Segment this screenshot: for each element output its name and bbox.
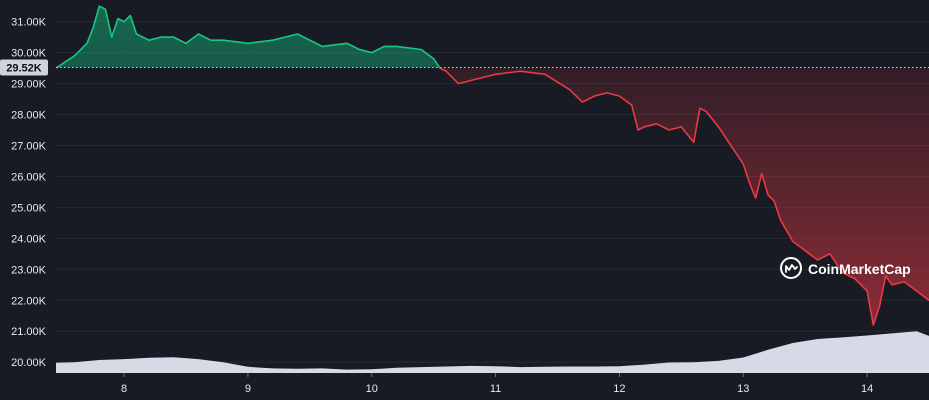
y-tick-label: 26.00K xyxy=(11,171,47,183)
area-layer xyxy=(56,6,929,325)
x-tick-label: 8 xyxy=(121,383,127,395)
y-tick-label: 29.00K xyxy=(11,79,47,91)
volume-layer xyxy=(56,331,929,373)
price-line-above xyxy=(55,5,441,68)
price-line-below xyxy=(55,67,929,326)
watermark: CoinMarketCap xyxy=(780,257,911,279)
x-tick-label: 9 xyxy=(245,383,251,395)
reference-layer: 29.52K xyxy=(0,59,929,76)
area-fill-above xyxy=(56,6,440,68)
x-tick-label: 11 xyxy=(490,383,501,395)
y-tick-label: 24.00K xyxy=(11,233,47,245)
y-tick-label: 23.00K xyxy=(11,264,47,276)
y-tick-label: 28.00K xyxy=(11,110,47,122)
y-tick-label: 25.00K xyxy=(11,202,47,214)
x-tick-label: 14 xyxy=(861,383,873,395)
reference-label: 29.52K xyxy=(6,62,42,74)
area-fill-below xyxy=(56,67,929,325)
y-tick-label: 31.00K xyxy=(11,17,47,29)
x-tick-label: 12 xyxy=(613,383,625,395)
x-tick-label: 13 xyxy=(737,383,749,395)
x-axis: 8 9 10 11 12 13 14 xyxy=(121,373,873,395)
y-tick-label: 22.00K xyxy=(11,295,47,307)
y-tick-label: 30.00K xyxy=(11,48,47,60)
reference-badge xyxy=(0,59,48,76)
volume-area xyxy=(56,331,929,373)
y-tick-label: 27.00K xyxy=(11,140,47,152)
x-tick-label: 10 xyxy=(366,383,378,395)
y-tick-label: 20.00K xyxy=(11,357,47,369)
line-layer xyxy=(55,5,929,326)
watermark-text: CoinMarketCap xyxy=(808,261,911,277)
coinmarketcap-logo-icon xyxy=(780,257,802,279)
y-axis: 31.00K 30.00K 29.00K 28.00K 27.00K 26.00K 25.0… xyxy=(11,17,47,369)
y-tick-label: 21.00K xyxy=(11,326,47,338)
